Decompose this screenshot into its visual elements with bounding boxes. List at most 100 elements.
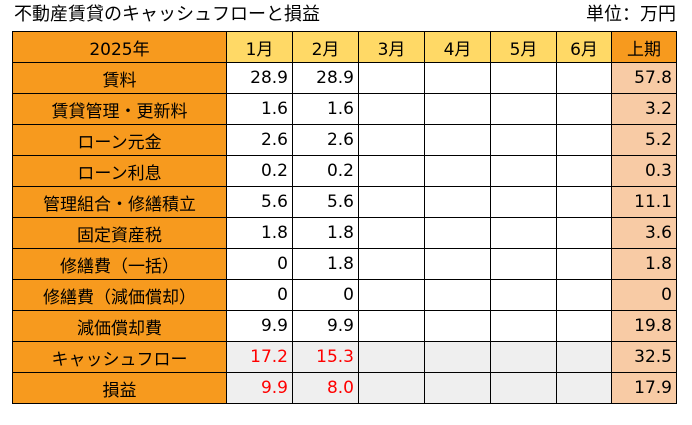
half-year-total-cell[interactable]: 1.8 — [611, 248, 677, 280]
half-year-total-cell[interactable]: 5.2 — [611, 124, 677, 156]
month-cell[interactable] — [358, 93, 425, 125]
month-cell[interactable] — [490, 62, 557, 94]
month-cell[interactable] — [490, 341, 557, 373]
month-cell[interactable] — [424, 341, 491, 373]
month-header[interactable]: 4月 — [424, 31, 491, 63]
row-label[interactable]: 減価償却費 — [12, 310, 227, 342]
month-cell[interactable]: 9.9 — [292, 310, 359, 342]
half-year-header[interactable]: 上期 — [611, 31, 677, 63]
month-cell[interactable] — [424, 186, 491, 218]
month-cell[interactable]: 9.9 — [226, 310, 293, 342]
month-cell[interactable]: 9.9 — [226, 372, 293, 404]
table-row: 修繕費（一括） 0 1.8 1.8 — [12, 248, 677, 280]
half-year-total-cell[interactable]: 19.8 — [611, 310, 677, 342]
row-label[interactable]: ローン元金 — [12, 124, 227, 156]
month-cell[interactable] — [358, 341, 425, 373]
month-cell[interactable] — [490, 93, 557, 125]
month-cell[interactable] — [556, 248, 612, 280]
month-cell[interactable] — [490, 155, 557, 187]
month-header[interactable]: 6月 — [556, 31, 612, 63]
month-header[interactable]: 2月 — [292, 31, 359, 63]
row-label[interactable]: 修繕費（一括） — [12, 248, 227, 280]
month-cell[interactable]: 1.6 — [292, 93, 359, 125]
month-cell[interactable] — [424, 248, 491, 280]
month-cell[interactable]: 1.8 — [292, 217, 359, 249]
half-year-total-cell[interactable]: 0.3 — [611, 155, 677, 187]
month-header[interactable]: 1月 — [226, 31, 293, 63]
month-cell[interactable]: 5.6 — [226, 186, 293, 218]
month-cell[interactable] — [358, 217, 425, 249]
month-cell[interactable]: 0.2 — [226, 155, 293, 187]
month-cell[interactable]: 2.6 — [226, 124, 293, 156]
month-cell[interactable] — [490, 310, 557, 342]
month-cell[interactable] — [556, 93, 612, 125]
month-cell[interactable]: 1.8 — [226, 217, 293, 249]
half-year-total-cell[interactable]: 3.6 — [611, 217, 677, 249]
month-cell[interactable] — [556, 62, 612, 94]
row-label[interactable]: 管理組合・修繕積立 — [12, 186, 227, 218]
row-label[interactable]: 固定資産税 — [12, 217, 227, 249]
month-cell[interactable] — [556, 341, 612, 373]
table-row: ローン利息 0.2 0.2 0.3 — [12, 155, 677, 187]
month-cell[interactable]: 5.6 — [292, 186, 359, 218]
month-cell[interactable]: 2.6 — [292, 124, 359, 156]
month-cell[interactable] — [556, 217, 612, 249]
half-year-total-cell[interactable]: 57.8 — [611, 62, 677, 94]
month-cell[interactable]: 0 — [292, 279, 359, 311]
month-cell[interactable] — [358, 155, 425, 187]
month-cell[interactable] — [424, 217, 491, 249]
month-cell[interactable] — [424, 93, 491, 125]
month-cell[interactable] — [556, 279, 612, 311]
month-cell[interactable]: 0.2 — [292, 155, 359, 187]
month-cell[interactable] — [490, 124, 557, 156]
month-cell[interactable] — [556, 124, 612, 156]
month-cell[interactable]: 0 — [226, 248, 293, 280]
year-header[interactable]: 2025年 — [12, 31, 227, 63]
month-cell[interactable] — [358, 310, 425, 342]
month-cell[interactable] — [490, 279, 557, 311]
month-cell[interactable] — [358, 248, 425, 280]
month-cell[interactable] — [556, 186, 612, 218]
cashflow-table: 2025年 1月 2月 3月 4月 5月 6月 上期 賃料 28.9 28.9 57.… — [12, 31, 677, 404]
month-cell[interactable] — [424, 62, 491, 94]
half-year-total-cell[interactable]: 3.2 — [611, 93, 677, 125]
half-year-total-cell[interactable]: 0 — [611, 279, 677, 311]
row-label[interactable]: 修繕費（減価償却） — [12, 279, 227, 311]
sheet-title: 不動産賃貸のキャッシュフローと損益 — [14, 4, 320, 25]
month-cell[interactable] — [556, 372, 612, 404]
month-cell[interactable] — [358, 372, 425, 404]
row-label[interactable]: 賃貸管理・更新料 — [12, 93, 227, 125]
row-label[interactable]: キャッシュフロー — [12, 341, 227, 373]
month-header[interactable]: 3月 — [358, 31, 425, 63]
half-year-total-cell[interactable]: 32.5 — [611, 341, 677, 373]
month-header[interactable]: 5月 — [490, 31, 557, 63]
month-cell[interactable]: 1.8 — [292, 248, 359, 280]
row-label[interactable]: 賃料 — [12, 62, 227, 94]
month-cell[interactable] — [358, 279, 425, 311]
month-cell[interactable] — [358, 62, 425, 94]
month-cell[interactable] — [490, 186, 557, 218]
month-cell[interactable]: 15.3 — [292, 341, 359, 373]
row-label[interactable]: ローン利息 — [12, 155, 227, 187]
month-cell[interactable] — [424, 310, 491, 342]
month-cell[interactable] — [358, 186, 425, 218]
month-cell[interactable]: 1.6 — [226, 93, 293, 125]
month-cell[interactable]: 17.2 — [226, 341, 293, 373]
month-cell[interactable]: 0 — [226, 279, 293, 311]
month-cell[interactable] — [490, 217, 557, 249]
month-cell[interactable] — [556, 310, 612, 342]
month-cell[interactable] — [490, 372, 557, 404]
row-label[interactable]: 損益 — [12, 372, 227, 404]
half-year-total-cell[interactable]: 17.9 — [611, 372, 677, 404]
month-cell[interactable] — [490, 248, 557, 280]
month-cell[interactable] — [358, 124, 425, 156]
month-cell[interactable]: 8.0 — [292, 372, 359, 404]
month-cell[interactable] — [424, 124, 491, 156]
month-cell[interactable]: 28.9 — [292, 62, 359, 94]
half-year-total-cell[interactable]: 11.1 — [611, 186, 677, 218]
month-cell[interactable] — [424, 279, 491, 311]
month-cell[interactable]: 28.9 — [226, 62, 293, 94]
month-cell[interactable] — [424, 372, 491, 404]
month-cell[interactable] — [556, 155, 612, 187]
month-cell[interactable] — [424, 155, 491, 187]
